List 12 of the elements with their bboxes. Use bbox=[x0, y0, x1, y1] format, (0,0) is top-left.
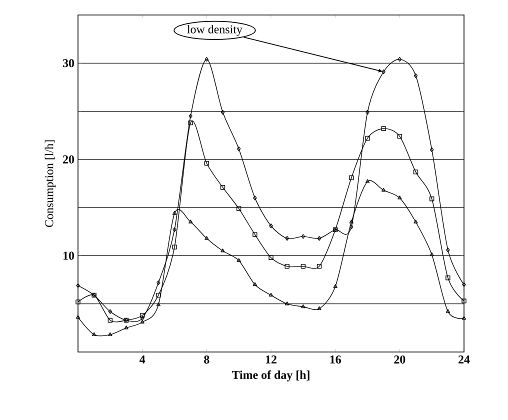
x-tick-label: 8 bbox=[204, 356, 210, 364]
x-tick-label: 4 bbox=[140, 356, 146, 364]
y-axis-title: Consumption [l/h] bbox=[44, 140, 56, 228]
x-axis-title: Time of day [h] bbox=[232, 370, 310, 382]
x-tick-label: 16 bbox=[330, 356, 341, 364]
x-tick-label: 20 bbox=[394, 356, 406, 364]
y-tick-label: 20 bbox=[63, 155, 74, 164]
y-tick-label: 30 bbox=[62, 59, 74, 68]
annotation: low density bbox=[187, 24, 242, 36]
x-tick-label: 12 bbox=[266, 356, 276, 364]
x-tick-label: 24 bbox=[458, 356, 470, 364]
y-tick-label: 10 bbox=[63, 252, 74, 260]
